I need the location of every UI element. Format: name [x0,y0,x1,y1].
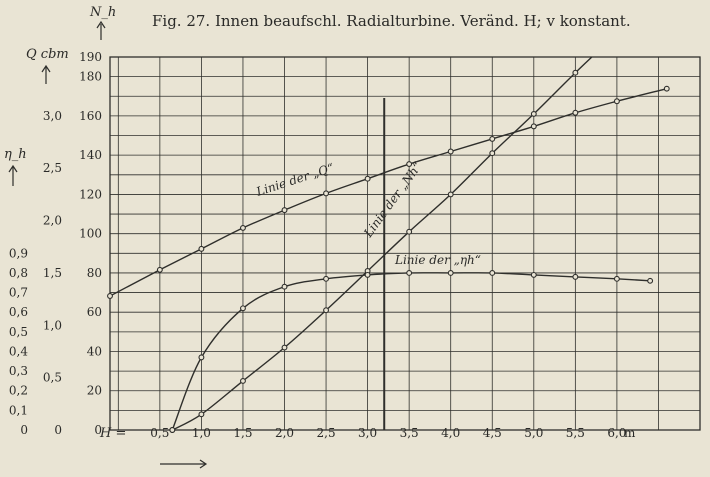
chart-title: Fig. 27. Innen beaufschl. Radialturbine.… [152,12,631,30]
x-tick-label: 1,5 [233,426,252,440]
data-point-nh [240,377,246,384]
data-point-q [489,135,496,142]
nh-tick-label: 100 [79,227,102,241]
q-tick-label: 1,0 [43,318,62,332]
nh-tick-label: 180 [79,70,102,84]
x-tick-label: 0,5 [150,426,169,440]
data-point-q [406,161,413,168]
eta-tick-label: 0,2 [9,384,28,398]
nh-tick-label: 120 [79,187,102,201]
nh-tick-label: 80 [87,266,102,280]
q-arrow-icon [41,64,51,84]
q-tick-label: 2,5 [43,161,62,175]
data-point-nh [198,411,205,418]
eta-tick-label: 0,1 [9,403,28,417]
data-point-eta [647,277,654,284]
data-point-eta [447,269,454,276]
eta-tick-label: 0,7 [9,286,28,300]
nh-tick-label: 40 [87,344,102,358]
series-line-q [110,88,667,297]
eta-curve-label: Linie der „ηh“ [394,253,481,267]
plot-frame [109,56,701,431]
q-tick-label: 0,5 [43,371,62,385]
eta-tick-label: 0,4 [9,344,28,358]
x-tick-label: 3,0 [358,426,377,440]
data-point-nh [281,344,288,351]
data-point-eta [613,275,620,282]
data-point-nh [489,150,496,157]
q-tick-label: 3,0 [43,109,62,123]
data-point-q [364,175,371,182]
data-point-q [281,207,288,214]
data-point-eta [406,269,413,276]
data-point-eta [198,354,205,361]
x-axis-unit: m [624,426,636,440]
x-tick-label: 4,5 [483,426,502,440]
data-point-q [613,98,620,105]
data-point-nh [530,110,537,117]
x-tick-label: 4,0 [441,426,460,440]
nh-tick-label: 20 [87,384,102,398]
data-points [107,69,670,433]
data-point-nh [406,228,413,235]
q-tick-label: 1,5 [43,266,62,280]
data-point-eta [364,271,371,278]
x-tick-label: 2,0 [275,426,294,440]
x-tick-label: 5,0 [524,426,543,440]
eta-tick-label: 0,8 [9,266,28,280]
data-point-q [198,245,205,252]
nh-axis-label: N_h [89,5,116,20]
data-point-eta [169,427,176,433]
grid [109,56,701,431]
data-point-eta [323,275,330,282]
data-point-eta [240,305,246,312]
x-tick-label: 1,0 [192,426,211,440]
q-tick-label: 2,0 [43,214,62,228]
q-axis-label: Q cbm [26,47,69,62]
data-point-nh [323,307,330,314]
x-tick-label: 5,5 [566,426,585,440]
data-point-eta [281,283,288,290]
eta-tick-label: 0,3 [9,364,28,378]
eta-tick-label: 0,5 [9,325,28,339]
series-line-nh [171,57,593,430]
data-point-q [530,123,537,130]
axis-labels: 0,5 1,0 1,5 2,0 2,5 3,0 3,5 4,0 4,5 5,0 5,5 6,0 0 20 4… [8,20,626,469]
data-point-q [156,266,163,273]
data-point-q [572,109,579,116]
eta-tick-label: 0,9 [9,246,28,260]
data-point-q [323,190,330,197]
x-axis-label: H = [99,426,126,441]
eta-arrow-icon [8,164,18,186]
data-point-eta [530,271,537,278]
nh-arrow-icon [96,20,106,40]
nh-curve-label: Linie der „Nh“ [361,159,425,240]
data-point-nh [572,69,579,76]
x-tick-label: 3,5 [400,426,419,440]
x-arrow-icon [160,459,208,469]
eta-tick-label: 0,6 [9,305,28,319]
x-tick-label: 2,5 [317,426,336,440]
data-point-q [240,224,246,231]
nh-tick-label: 160 [79,109,102,123]
nh-tick-label: 140 [79,148,102,162]
data-point-q [663,85,670,92]
nh-tick-label: 190 [79,50,102,64]
data-point-q [107,293,113,299]
q-tick-label: 0 [54,423,62,437]
eta-axis-label: η_h [4,147,27,162]
nh-tick-label: 0 [94,423,102,437]
eta-tick-label: 0 [20,423,28,437]
data-point-q [447,148,454,155]
data-point-nh [447,191,454,198]
data-point-eta [572,273,579,280]
x-tick-label: 6,0 [607,426,626,440]
nh-tick-label: 60 [87,305,102,319]
data-point-eta [489,269,496,276]
